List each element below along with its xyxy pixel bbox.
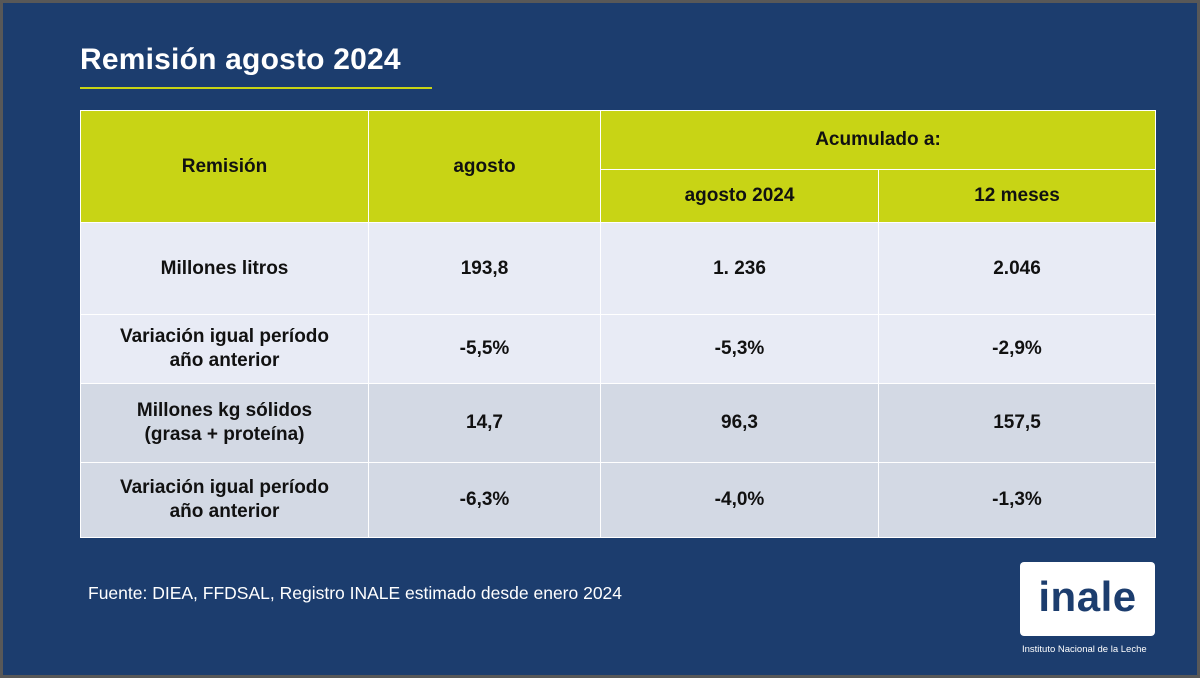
source-note: Fuente: DIEA, FFDSAL, Registro INALE est… (88, 583, 623, 603)
cell-acumulado-agosto-2024: 96,3 (600, 383, 879, 463)
cell-acumulado-12-meses: 157,5 (878, 383, 1156, 463)
header-12-meses: 12 meses (878, 169, 1156, 223)
table-row: Millones kg sólidos (grasa + proteína) 14… (80, 383, 1156, 463)
row-label-line: Variación igual período (119, 477, 330, 498)
row-label: Millones litros (80, 222, 369, 315)
cell-acumulado-agosto-2024: 1. 236 (600, 222, 879, 315)
table-row: Variación igual período año anterior -5,5… (80, 314, 1156, 384)
logo-wordmark: inale (1038, 573, 1137, 620)
page-title: Remisión agosto 2024 (80, 43, 401, 76)
cell-acumulado-12-meses: -2,9% (878, 314, 1156, 384)
cell-agosto: 193,8 (368, 222, 601, 315)
row-label-line: Variación igual período (119, 326, 330, 347)
cell-acumulado-12-meses: -1,3% (878, 462, 1156, 538)
cell-agosto: -6,3% (368, 462, 601, 538)
header-agosto-2024: agosto 2024 (600, 169, 879, 223)
row-label-line: (grasa + proteína) (144, 424, 305, 445)
table-row: Variación igual período año anterior -6,3… (80, 462, 1156, 538)
title-underline (80, 87, 432, 89)
header-remision: Remisión (80, 110, 369, 223)
cell-agosto: 14,7 (368, 383, 601, 463)
header-agosto: agosto (368, 110, 601, 223)
header-row-1: Remisión agosto Acumulado a: (80, 110, 1156, 223)
cell-acumulado-agosto-2024: -4,0% (600, 462, 879, 538)
row-label-line: Millones litros (160, 257, 289, 279)
cell-agosto: -5,5% (368, 314, 601, 384)
cell-acumulado-12-meses: 2.046 (878, 222, 1156, 315)
slide: Remisión agosto 2024 Remisión agosto Acu… (3, 3, 1197, 675)
row-label: Variación igual período año anterior (80, 462, 369, 538)
cell-acumulado-agosto-2024: -5,3% (600, 314, 879, 384)
header-row-2: agosto 2024 12 meses (81, 169, 1156, 223)
row-label: Variación igual período año anterior (80, 314, 369, 384)
remision-table: Remisión agosto Acumulado a: agosto 2024… (80, 110, 1156, 538)
inale-logo: inale (1020, 562, 1155, 636)
logo-caption: Instituto Nacional de la Leche (1022, 644, 1147, 655)
row-label-line: año anterior (169, 350, 280, 371)
row-label-line: año anterior (169, 501, 280, 522)
row-label-line: Millones kg sólidos (136, 400, 313, 421)
header-acumulado: Acumulado a: (600, 110, 1156, 170)
table-row: Millones litros 193,8 1. 236 2.046 (80, 222, 1156, 315)
row-label: Millones kg sólidos (grasa + proteína) (80, 383, 369, 463)
